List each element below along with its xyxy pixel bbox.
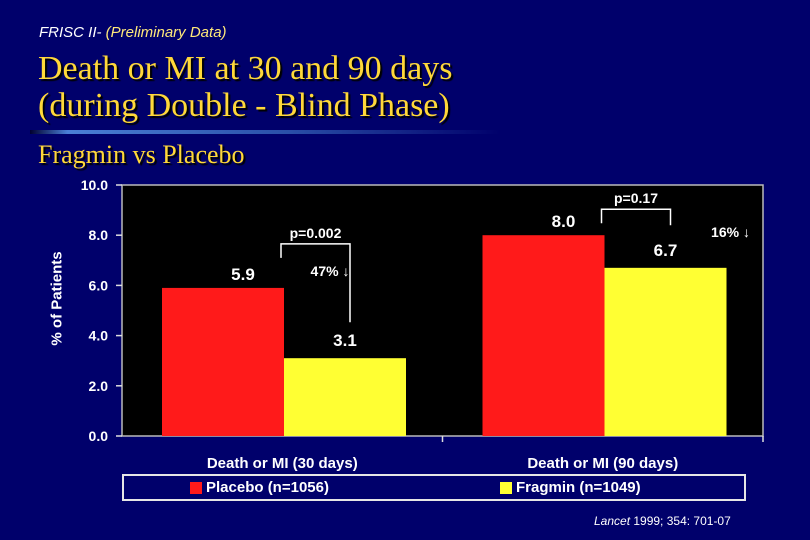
- reduction-label: 16% ↓: [711, 224, 750, 240]
- legend-item-placebo: Placebo (n=1056): [190, 479, 329, 496]
- citation: Lancet 1999; 354: 701-07: [594, 514, 731, 528]
- bar: [284, 358, 406, 436]
- preliminary-note: (Preliminary Data): [105, 24, 227, 41]
- y-tick-label: 0.0: [89, 428, 109, 444]
- p-value-label: p=0.002: [290, 225, 342, 241]
- title-line-1: Death or MI at 30 and 90 days: [38, 50, 453, 87]
- title-divider: [30, 130, 500, 134]
- y-tick-label: 6.0: [89, 277, 109, 293]
- legend-swatch-placebo: [190, 481, 202, 494]
- data-label: 5.9: [231, 265, 255, 284]
- title-line-2: (during Double - Blind Phase): [38, 87, 450, 124]
- bar: [162, 287, 284, 436]
- legend-swatch-fragmin: [500, 481, 512, 494]
- citation-journal: Lancet: [594, 514, 631, 528]
- y-tick-label: 8.0: [89, 227, 109, 243]
- legend-label-fragmin: Fragmin (n=1049): [516, 479, 641, 496]
- legend-label-placebo: Placebo (n=1056): [206, 479, 329, 496]
- chart-legend: Placebo (n=1056) Fragmin (n=1049): [122, 474, 746, 501]
- bar: [482, 235, 605, 436]
- legend-item-fragmin: Fragmin (n=1049): [500, 479, 641, 496]
- y-tick-label: 4.0: [89, 328, 109, 344]
- x-tick-label: Death or MI (30 days): [207, 455, 358, 472]
- slide-subtitle: Fragmin vs Placebo: [38, 140, 245, 169]
- slide-title: Death or MI at 30 and 90 days (during Do…: [38, 50, 453, 124]
- reduction-label: 47% ↓: [311, 263, 350, 279]
- study-name: FRISC II-: [39, 24, 106, 41]
- data-label: 3.1: [333, 331, 357, 350]
- x-tick-label: Death or MI (90 days): [527, 455, 678, 472]
- significance-bracket: [280, 243, 351, 323]
- data-label: 8.0: [552, 212, 576, 231]
- p-value-label: p=0.17: [614, 190, 658, 206]
- y-tick-label: 10.0: [81, 177, 108, 193]
- citation-details: 1999; 354: 701-07: [630, 514, 731, 528]
- significance-bracket: [600, 208, 672, 226]
- data-label: 6.7: [654, 241, 678, 260]
- bar: [604, 267, 727, 436]
- y-tick-label: 2.0: [89, 378, 109, 394]
- study-kicker: FRISC II- (Preliminary Data): [39, 24, 227, 41]
